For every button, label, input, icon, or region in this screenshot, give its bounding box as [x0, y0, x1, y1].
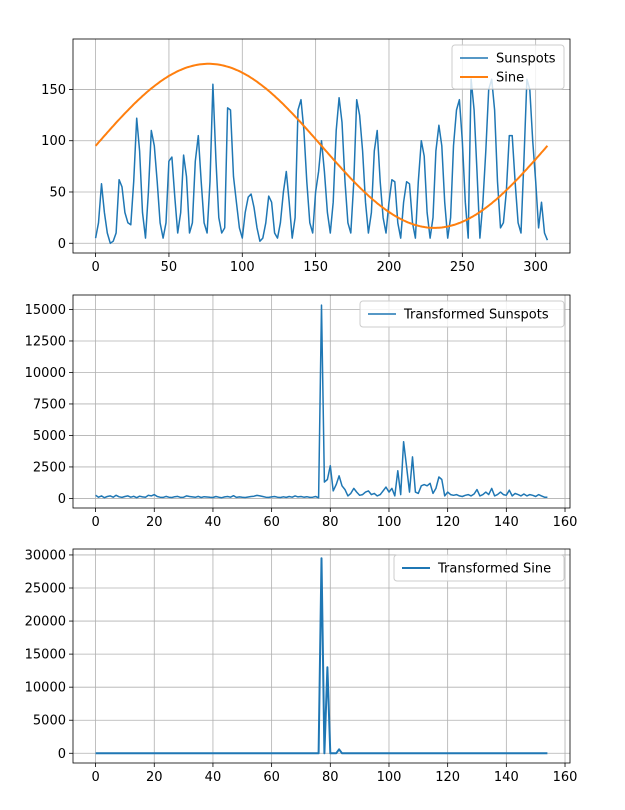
x-tick-label: 0	[91, 515, 99, 530]
legend-label-transformed-sunspots: Transformed Sunspots	[403, 308, 549, 323]
chart-2: 0 20 40 60 80 100 120 140 160 0 2500 5000 7500 10000 1…	[25, 294, 578, 530]
y-tick-label: 150	[41, 83, 66, 98]
ticks: 0 20 40 60 80 100 120 140 160 0 2500 5000 7500 10000 1…	[25, 303, 578, 530]
y-tick-label: 50	[49, 185, 66, 200]
chart-3: 0 20 40 60 80 100 120 140 160 0 5000 10000 15000 2000…	[25, 548, 578, 785]
axes-frame	[72, 548, 571, 764]
y-tick-label: 7500	[33, 397, 66, 412]
legend: Transformed Sine	[393, 554, 565, 582]
axes-frame	[72, 294, 571, 509]
x-tick-label: 150	[303, 260, 328, 275]
x-tick-label: 0	[91, 260, 99, 275]
y-tick-label: 10000	[25, 681, 66, 696]
series-group	[94, 62, 549, 245]
legend-label-sunspots: Sunspots	[496, 52, 556, 67]
y-tick-label: 25000	[25, 582, 66, 597]
x-tick-label: 100	[377, 515, 402, 530]
y-tick-label: 5000	[33, 714, 66, 729]
x-tick-label: 50	[161, 260, 178, 275]
x-tick-label: 80	[322, 515, 339, 530]
series-group	[95, 304, 548, 499]
series-group	[95, 557, 548, 755]
x-tick-label: 120	[435, 770, 460, 785]
x-tick-label: 40	[205, 515, 222, 530]
y-tick-label: 15000	[25, 303, 66, 318]
x-tick-label: 60	[263, 770, 280, 785]
x-tick-label: 120	[435, 515, 460, 530]
ticks: 0 50 100 150 200 250 300 0 50 100 150	[41, 83, 548, 275]
series-line-transformed-sine	[95, 557, 548, 755]
legend-label-transformed-sine: Transformed Sine	[437, 562, 551, 577]
y-tick-label: 0	[58, 492, 66, 507]
y-tick-label: 20000	[25, 615, 66, 630]
y-tick-label: 0	[58, 237, 66, 252]
axes-frame	[72, 38, 571, 254]
y-tick-label: 5000	[33, 429, 66, 444]
y-tick-label: 12500	[25, 334, 66, 349]
x-tick-label: 0	[91, 770, 99, 785]
y-tick-label: 30000	[25, 548, 66, 563]
chart-1: 0 50 100 150 200 250 300 0 50 100 150 Sunspots Sine	[41, 38, 571, 275]
legend: Transformed Sunspots	[359, 300, 565, 328]
x-tick-label: 250	[450, 260, 475, 275]
x-tick-label: 100	[230, 260, 255, 275]
y-tick-label: 2500	[33, 460, 66, 475]
y-tick-label: 15000	[25, 648, 66, 663]
series-line-sine	[94, 62, 549, 229]
x-tick-label: 300	[523, 260, 548, 275]
y-tick-label: 0	[58, 747, 66, 762]
y-tick-label: 100	[41, 134, 66, 149]
x-tick-label: 80	[322, 770, 339, 785]
x-tick-label: 160	[553, 515, 578, 530]
series-line-sunspots	[94, 78, 549, 245]
legend-label-sine: Sine	[496, 71, 524, 86]
x-tick-label: 160	[553, 770, 578, 785]
legend-frame	[359, 300, 565, 328]
x-tick-label: 40	[205, 770, 222, 785]
x-tick-label: 100	[377, 770, 402, 785]
series-line-transformed-sunspots	[95, 304, 548, 499]
x-tick-label: 60	[263, 515, 280, 530]
x-tick-label: 20	[146, 515, 163, 530]
x-tick-label: 20	[146, 770, 163, 785]
y-tick-label: 10000	[25, 366, 66, 381]
legend: Sunspots Sine	[451, 44, 565, 90]
ticks: 0 20 40 60 80 100 120 140 160 0 5000 10000 15000 2000…	[25, 548, 578, 785]
x-tick-label: 140	[494, 515, 519, 530]
x-tick-label: 140	[494, 770, 519, 785]
legend-frame	[393, 554, 565, 582]
x-tick-label: 200	[377, 260, 402, 275]
